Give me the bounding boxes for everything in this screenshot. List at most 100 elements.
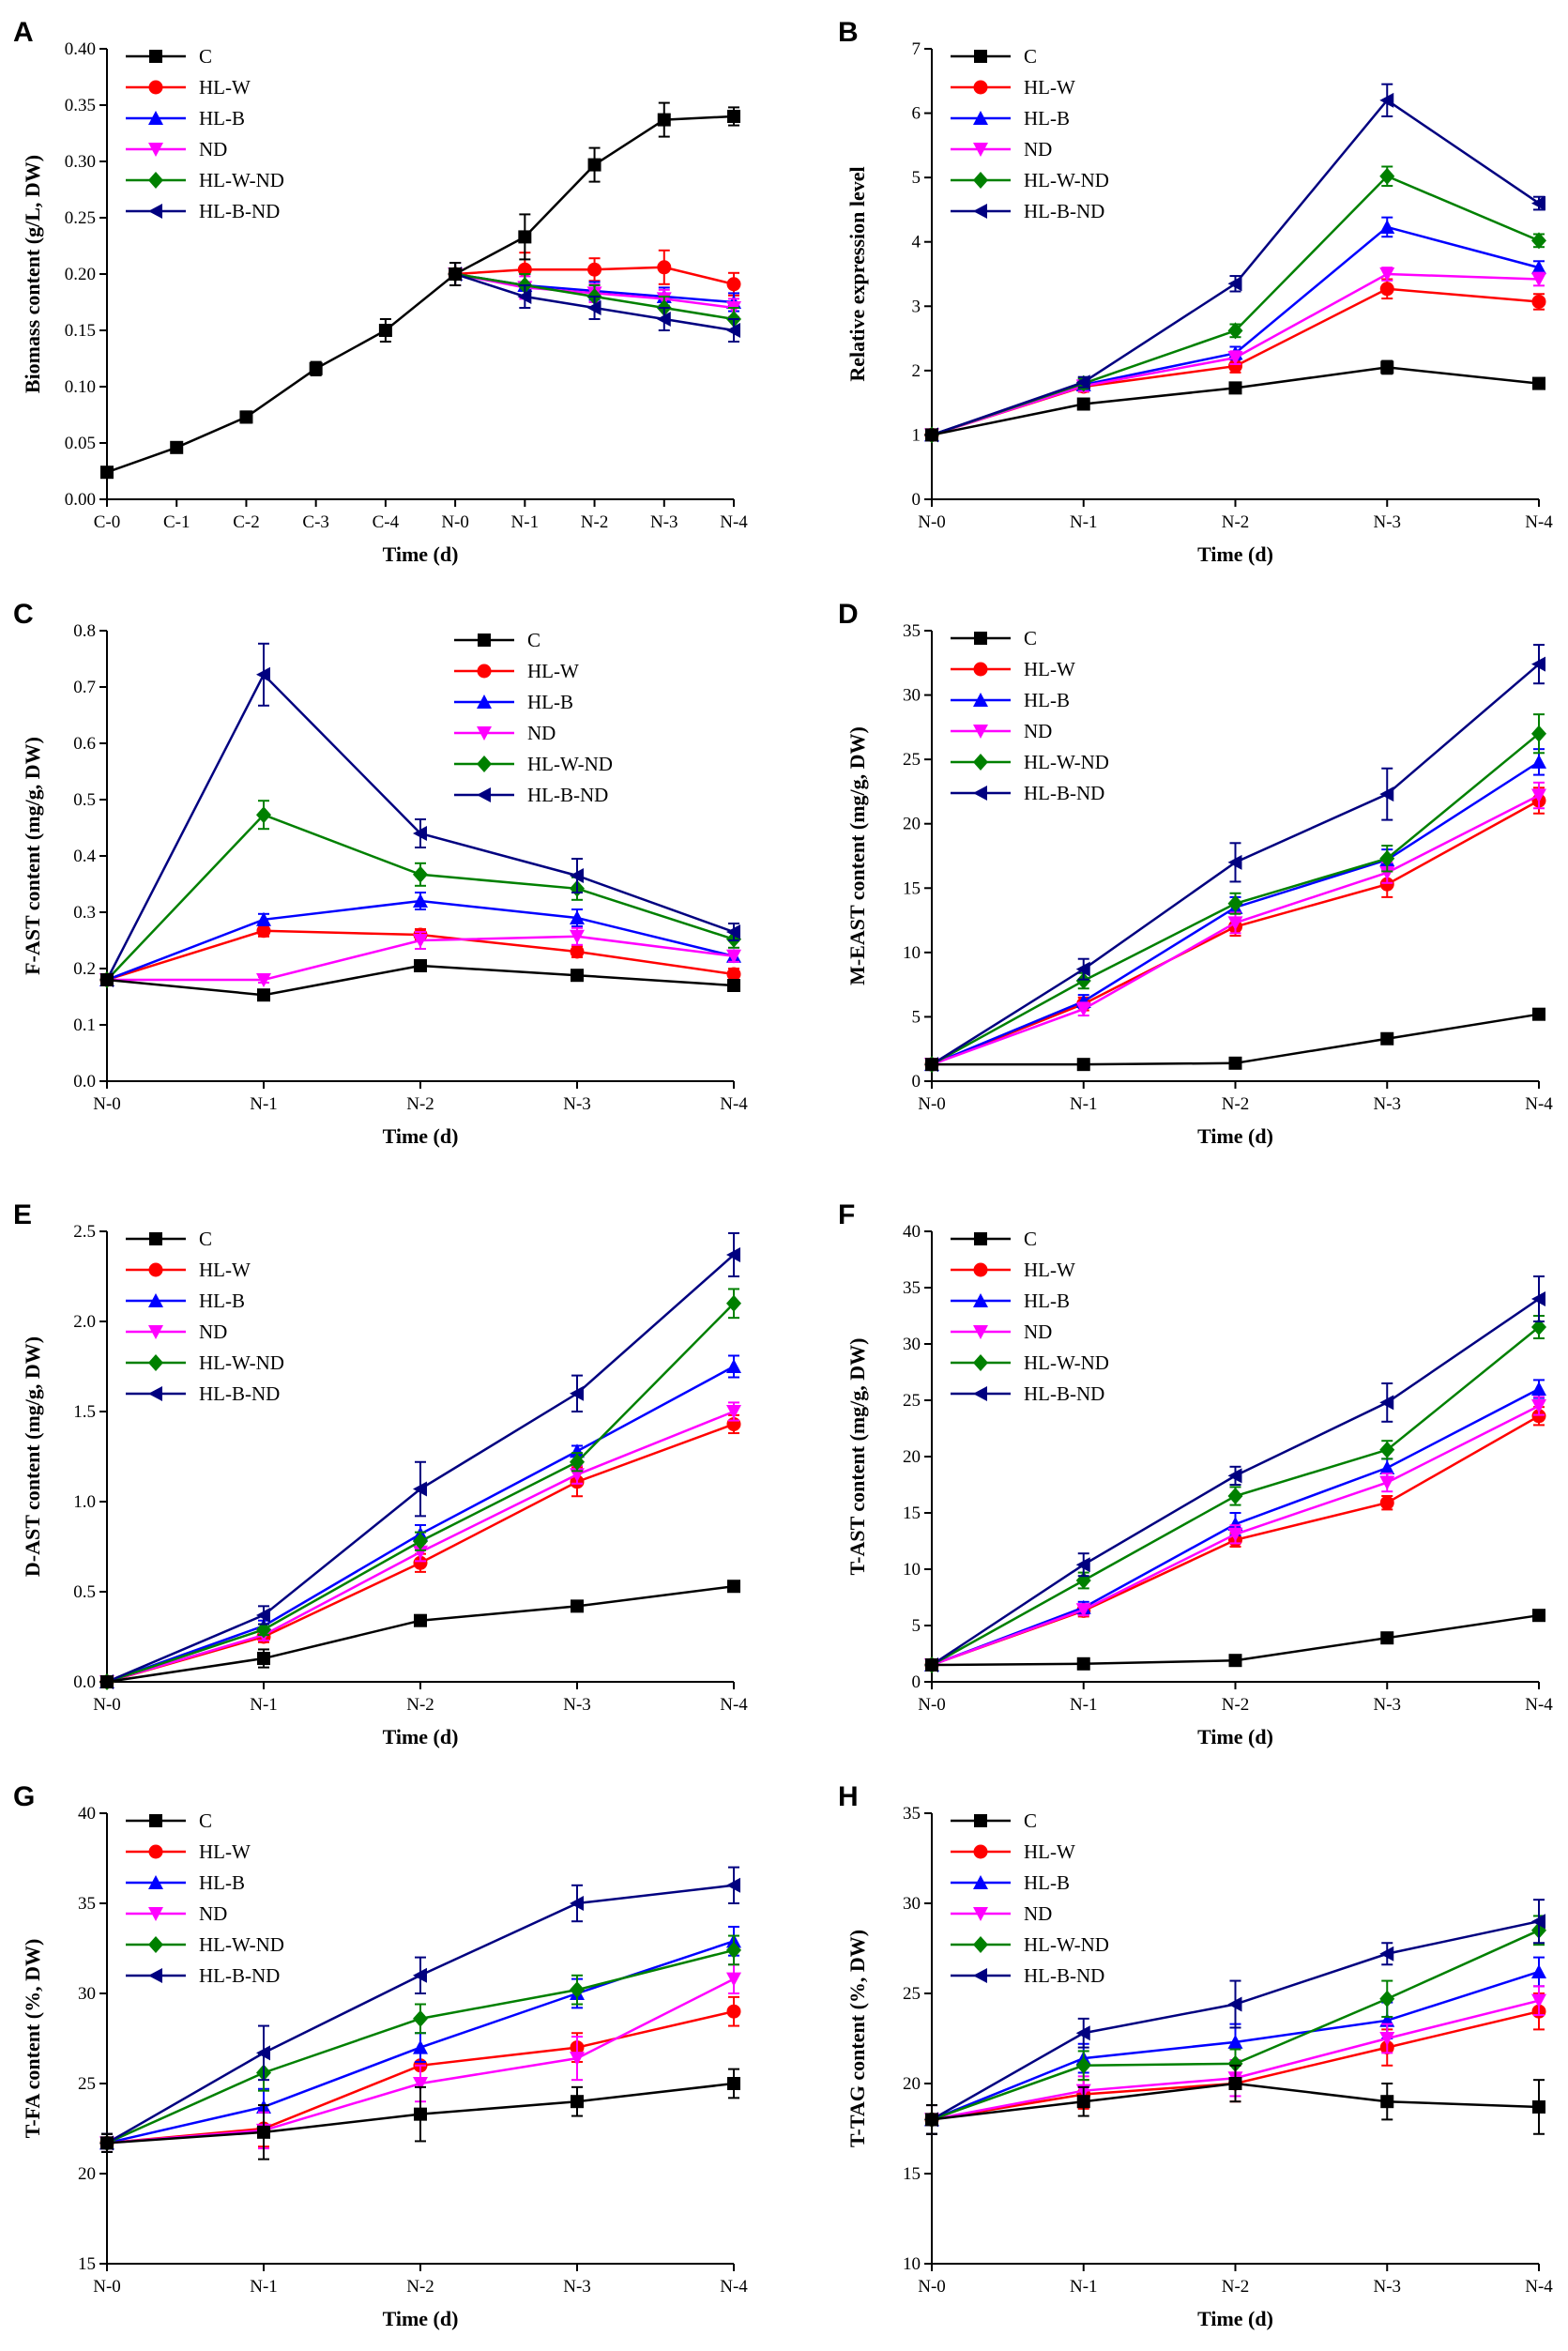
- x-tick-label: N-4: [1525, 512, 1553, 532]
- data-point-hl-b: [256, 911, 271, 926]
- data-point-hl-b: [413, 2039, 428, 2054]
- data-point-hl-w: [413, 1555, 428, 1570]
- legend-marker-hl-b: [148, 1293, 163, 1307]
- data-point-hl-w-nd: [1227, 2054, 1243, 2072]
- y-tick-label: 0.4: [73, 847, 96, 866]
- data-point-hl-w-nd: [1075, 972, 1091, 990]
- data-point-c: [1076, 1656, 1090, 1671]
- data-point-c: [1076, 397, 1090, 411]
- x-tick-label: C-1: [163, 512, 190, 532]
- y-tick-label: 0.30: [65, 152, 96, 172]
- data-point-hl-w-nd: [413, 1533, 428, 1550]
- y-tick-label: 35: [78, 1894, 96, 1914]
- legend-marker-c: [974, 632, 987, 645]
- data-point-c: [1228, 1654, 1242, 1668]
- data-point-hl-w: [1228, 359, 1242, 374]
- x-tick-label: C-3: [302, 512, 329, 532]
- legend-marker-nd: [973, 1325, 988, 1339]
- data-point-hl-w-nd: [1227, 322, 1243, 340]
- y-axis-title: Biomass content (g/L, DW): [21, 155, 44, 393]
- data-point-c: [257, 1652, 270, 1666]
- legend-label-nd: ND: [1024, 138, 1052, 160]
- legend-marker-nd: [148, 1325, 163, 1339]
- panel-d: D 0 5 10 15 20 25 30 35 N-0 N-1 N-2 N-3 N-4 Time (d) M-…: [838, 599, 1553, 1148]
- panel-label-d: D: [838, 599, 859, 630]
- legend-marker-hl-w-nd: [973, 1354, 988, 1371]
- y-tick-label: 1.0: [73, 1492, 96, 1512]
- data-point-hl-w-nd: [726, 1294, 741, 1312]
- legend-label-nd: ND: [1024, 1321, 1052, 1343]
- data-point-nd: [1531, 788, 1546, 803]
- y-axis-title: Relative expression level: [845, 166, 869, 381]
- y-tick-label: 0.10: [65, 377, 96, 397]
- data-point-c: [571, 2095, 584, 2109]
- legend-label-nd: ND: [1024, 720, 1052, 742]
- data-point-hl-b: [570, 1443, 585, 1458]
- data-point-hl-b-nd: [1531, 1291, 1545, 1306]
- data-point-c: [1380, 1631, 1394, 1645]
- legend-label-hl-w-nd: HL-W-ND: [1024, 1933, 1109, 1956]
- legend-marker-hl-w-nd: [477, 756, 492, 772]
- legend-marker-c: [478, 634, 491, 647]
- data-point-hl-w: [256, 924, 271, 939]
- panel-e: E 0.0 0.5 1.0 1.5 2.0 2.5 N-0 N-1 N-2 N-3 N-4 Time (…: [13, 1199, 748, 1748]
- legend-marker-c: [149, 1814, 162, 1827]
- legend-marker-hl-b-nd: [148, 1968, 162, 1983]
- x-tick-label: N-3: [1373, 1695, 1401, 1715]
- data-point-nd: [1531, 272, 1546, 287]
- y-tick-label: 2.5: [73, 1222, 96, 1242]
- y-tick-label: 0.5: [73, 790, 96, 810]
- data-point-hl-b-nd: [413, 1967, 427, 1983]
- x-tick-label: C-0: [94, 512, 121, 532]
- legend-marker-hl-w: [148, 1262, 163, 1277]
- y-tick-label: 20: [903, 815, 921, 834]
- legend-marker-c: [974, 1232, 987, 1245]
- data-point-c: [257, 988, 270, 1002]
- data-point-c: [309, 361, 323, 375]
- data-point-nd: [1379, 865, 1395, 880]
- series-c: [925, 1609, 1545, 1672]
- legend-label-c: C: [1024, 627, 1037, 649]
- y-axis-title: T-TAG content (%, DW): [845, 1930, 869, 2147]
- data-point-c: [414, 959, 427, 972]
- y-tick-label: 0.1: [73, 1015, 96, 1035]
- data-point-c: [587, 158, 601, 172]
- data-point-c: [414, 2107, 427, 2121]
- data-point-c: [449, 267, 463, 281]
- data-point-hl-b: [726, 1359, 741, 1373]
- y-tick-label: 20: [903, 2074, 921, 2094]
- legend-label-c: C: [1024, 45, 1037, 68]
- x-tick-label: N-0: [93, 2277, 121, 2297]
- y-tick-label: 0.5: [73, 1582, 96, 1602]
- y-tick-label: 0.7: [73, 678, 96, 697]
- legend-label-hl-w: HL-W: [1024, 658, 1075, 680]
- data-point-nd: [1227, 351, 1243, 366]
- y-tick-label: 20: [903, 1447, 921, 1467]
- y-tick-label: 6: [912, 104, 921, 124]
- x-tick-label: N-3: [1373, 1094, 1401, 1114]
- x-tick-label: C-2: [233, 512, 260, 532]
- x-tick-label: N-4: [1525, 2277, 1553, 2297]
- data-point-hl-b-nd: [1227, 854, 1242, 870]
- legend-label-hl-b-nd: HL-B-ND: [1024, 1964, 1104, 1987]
- data-point-c: [1076, 2095, 1090, 2109]
- legend-label-hl-w-nd: HL-W-ND: [1024, 169, 1109, 191]
- data-point-hl-w-nd: [570, 1453, 585, 1471]
- legend-marker-nd: [477, 726, 492, 740]
- data-point-nd: [413, 934, 428, 948]
- legend-marker-nd: [148, 1907, 163, 1921]
- data-point-hl-b: [1227, 1517, 1243, 1531]
- data-point-hl-b-nd: [1075, 961, 1090, 977]
- legend: C HL-W HL-B ND HL-W-ND HL-B-ND: [951, 627, 1109, 804]
- x-tick-label: N-4: [1525, 1094, 1553, 1114]
- panel-label-f: F: [838, 1199, 855, 1230]
- data-point-c: [727, 2077, 740, 2090]
- y-axis-title: T-FA content (%, DW): [21, 1939, 44, 2139]
- legend-marker-hl-b-nd: [148, 1386, 162, 1401]
- x-tick-label: N-1: [1070, 1695, 1098, 1715]
- data-point-hl-b-nd: [256, 666, 270, 682]
- x-tick-label: N-2: [1222, 512, 1250, 532]
- data-point-hl-b: [1379, 1460, 1395, 1474]
- data-point-hl-w: [657, 260, 672, 275]
- legend-label-hl-b-nd: HL-B-ND: [1024, 1382, 1104, 1405]
